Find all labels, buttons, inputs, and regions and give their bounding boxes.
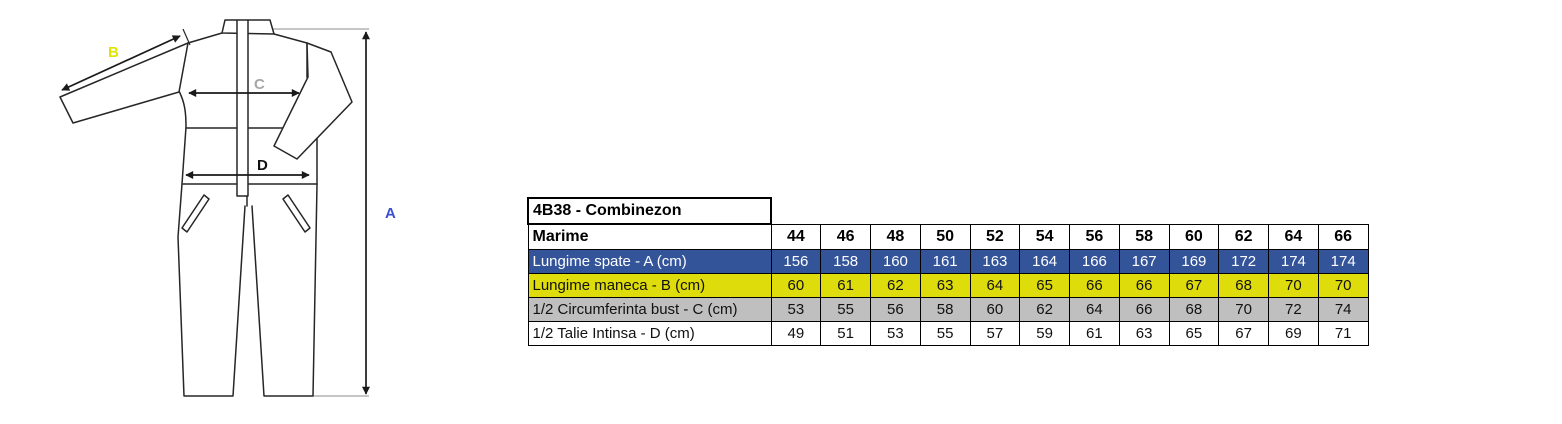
value-cell: 156 — [770, 249, 822, 274]
value-cell: 66 — [1118, 273, 1170, 298]
size-table: 4B38 - Combinezon Marime 44 46 48 50 52 54 56 5… — [527, 197, 1369, 346]
value-cell: 61 — [820, 273, 871, 298]
measurement-row-b: Lungime maneca - B (cm) 60 61 62 63 64 65 66 66… — [527, 273, 1369, 298]
value-cell: 68 — [1168, 297, 1220, 322]
value-cell: 163 — [969, 249, 1021, 274]
size-header-cell: 58 — [1118, 223, 1170, 250]
value-cell: 66 — [1069, 273, 1120, 298]
value-cell: 51 — [820, 321, 871, 346]
value-cell: 65 — [1168, 321, 1220, 346]
size-header-cell: 66 — [1317, 223, 1369, 250]
value-cell: 160 — [870, 249, 921, 274]
row-label-c: 1/2 Circumferinta bust - C (cm) — [527, 297, 772, 322]
size-header-cell: 50 — [919, 223, 971, 250]
value-cell: 161 — [919, 249, 971, 274]
value-cell: 72 — [1268, 297, 1319, 322]
value-cell: 62 — [1019, 297, 1070, 322]
value-cell: 70 — [1268, 273, 1319, 298]
value-cell: 60 — [969, 297, 1021, 322]
value-cell: 66 — [1118, 297, 1170, 322]
shoulder-tick — [182, 28, 191, 46]
size-header-cell: 52 — [969, 223, 1021, 250]
value-cell: 70 — [1317, 273, 1369, 298]
shoulder-seams — [187, 32, 308, 44]
size-header-cell: 64 — [1268, 223, 1319, 250]
value-cell: 59 — [1019, 321, 1070, 346]
measurement-row-a: Lungime spate - A (cm) 156 158 160 161 163 16… — [527, 249, 1369, 274]
value-cell: 57 — [969, 321, 1021, 346]
value-cell: 55 — [820, 297, 871, 322]
value-cell: 60 — [770, 273, 822, 298]
right-sleeve — [273, 42, 353, 160]
size-header-cell: 62 — [1218, 223, 1269, 250]
zipper — [236, 19, 249, 207]
value-cell: 62 — [870, 273, 921, 298]
row-label-a: Lungime spate - A (cm) — [527, 249, 772, 274]
coverall-outline — [59, 19, 318, 397]
table-title-row: 4B38 - Combinezon — [527, 197, 1368, 225]
size-header-row: Marime 44 46 48 50 52 54 56 58 60 62 64 66 — [527, 223, 1369, 250]
table-title: 4B38 - Combinezon — [527, 197, 772, 225]
value-cell: 158 — [820, 249, 871, 274]
value-cell: 172 — [1218, 249, 1269, 274]
size-header-label: Marime — [527, 223, 772, 250]
measurement-label-d: D — [257, 157, 268, 174]
measurement-label-b: B — [108, 44, 119, 61]
size-header-cell: 54 — [1019, 223, 1070, 250]
value-cell: 174 — [1317, 249, 1369, 274]
value-cell: 69 — [1268, 321, 1319, 346]
size-header-cell: 44 — [770, 223, 822, 250]
size-header-cell: 56 — [1069, 223, 1120, 250]
value-cell: 58 — [919, 297, 971, 322]
value-cell: 53 — [770, 297, 822, 322]
value-cell: 53 — [870, 321, 921, 346]
value-cell: 63 — [919, 273, 971, 298]
value-cell: 167 — [1118, 249, 1170, 274]
size-table-container: 4B38 - Combinezon Marime 44 46 48 50 52 54 56 5… — [527, 197, 1369, 346]
row-label-b: Lungime maneca - B (cm) — [527, 273, 772, 298]
value-cell: 64 — [1069, 297, 1120, 322]
value-cell: 55 — [919, 321, 971, 346]
value-cell: 71 — [1317, 321, 1369, 346]
measurement-row-d: 1/2 Talie Intinsa - D (cm) 49 51 53 55 57 59 6… — [527, 321, 1369, 346]
value-cell: 65 — [1019, 273, 1070, 298]
measurement-row-c: 1/2 Circumferinta bust - C (cm) 53 55 56 58… — [527, 297, 1369, 322]
value-cell: 67 — [1218, 321, 1269, 346]
value-cell: 64 — [969, 273, 1021, 298]
value-cell: 70 — [1218, 297, 1269, 322]
value-cell: 68 — [1218, 273, 1269, 298]
size-header-cell: 60 — [1168, 223, 1220, 250]
row-label-d: 1/2 Talie Intinsa - D (cm) — [527, 321, 772, 346]
value-cell: 63 — [1118, 321, 1170, 346]
value-cell: 61 — [1069, 321, 1120, 346]
value-cell: 169 — [1168, 249, 1220, 274]
measurement-label-a: A — [385, 205, 396, 222]
value-cell: 164 — [1019, 249, 1070, 274]
value-cell: 56 — [870, 297, 921, 322]
value-cell: 49 — [770, 321, 822, 346]
value-cell: 174 — [1268, 249, 1319, 274]
garment-diagram: B C D A — [59, 19, 396, 397]
size-header-cell: 46 — [820, 223, 871, 250]
measurement-label-c: C — [254, 76, 265, 93]
title-row-spacer — [771, 198, 1368, 224]
value-cell: 166 — [1069, 249, 1120, 274]
pocket-welts — [181, 194, 311, 233]
arrow-b — [61, 35, 181, 91]
value-cell: 74 — [1317, 297, 1369, 322]
value-cell: 67 — [1168, 273, 1220, 298]
size-header-cell: 48 — [870, 223, 921, 250]
